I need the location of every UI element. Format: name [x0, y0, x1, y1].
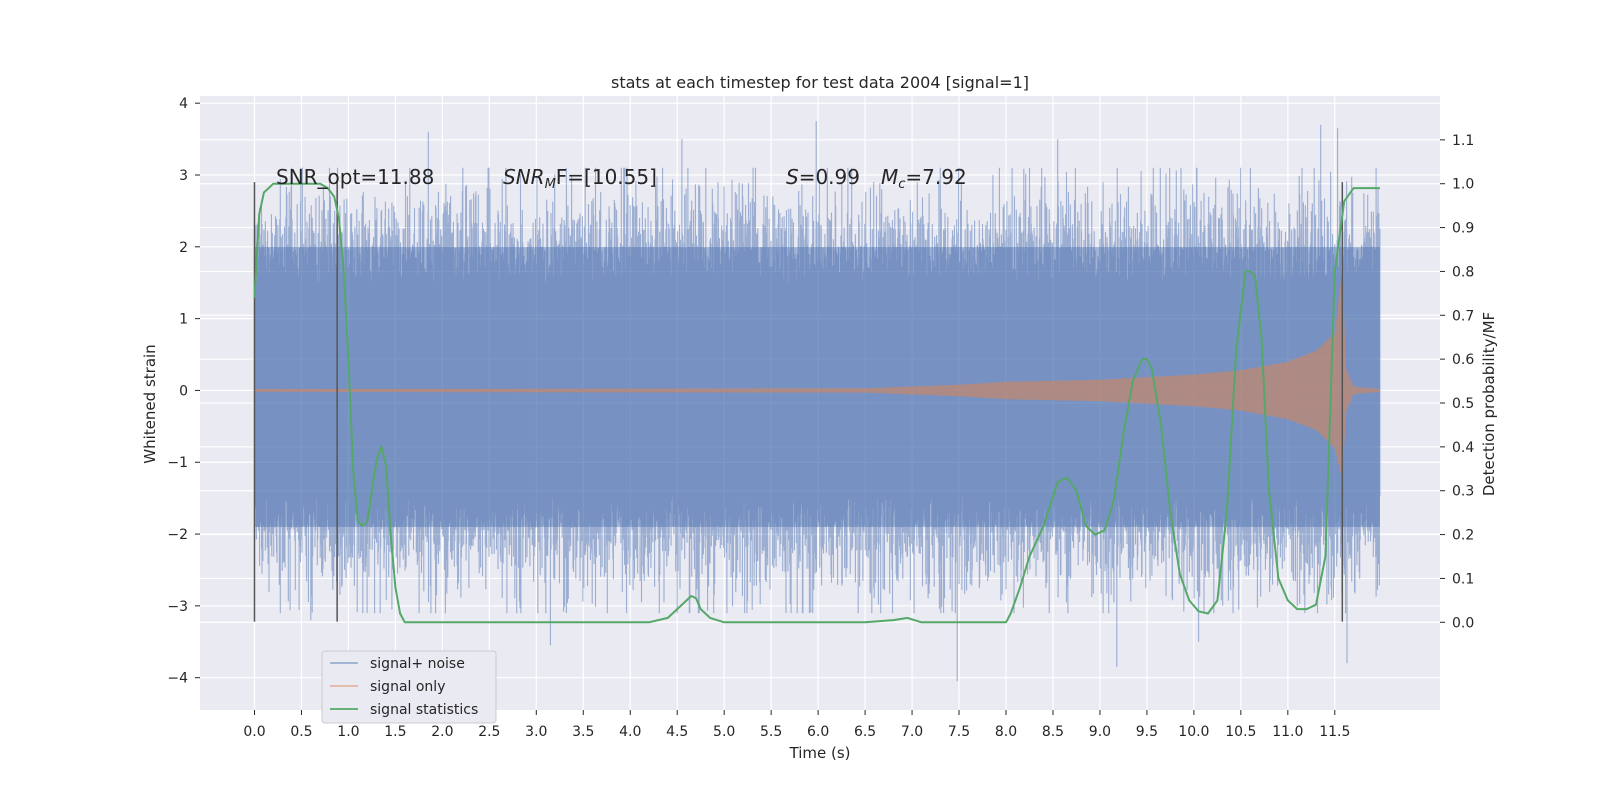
annotation-snr-mf: SNRMF=[10.55]: [503, 165, 657, 192]
legend-label-signal-noise: signal+ noise: [370, 656, 465, 672]
y-tick-label: 3: [179, 168, 188, 184]
y-right-tick-label: 0.7: [1452, 308, 1474, 324]
y-right-tick-label: 0.2: [1452, 528, 1474, 544]
x-tick-label: 9.5: [1136, 724, 1158, 740]
mc-base: M: [881, 165, 898, 189]
snr-mf-base: SNR: [503, 165, 545, 189]
x-tick-label: 7.0: [901, 724, 923, 740]
x-tick-label: 10.5: [1225, 724, 1256, 740]
y-axis-right-label: Detection probability/MF: [1480, 312, 1498, 496]
legend-label-signal-statistics: signal statistics: [370, 702, 478, 718]
x-tick-label: 11.0: [1272, 724, 1303, 740]
y-ticks: 4 3 2 1 0 −1 −2 −3 −4: [167, 96, 200, 687]
x-tick-label: 0.5: [290, 724, 312, 740]
y-ticks-right: 1.1 1.0 0.9 0.8 0.7 0.6 0.5 0.4 0.3 0.2 0.1 0.0: [1440, 133, 1474, 631]
y-tick-label: −1: [167, 455, 188, 471]
x-tick-label: 6.0: [807, 724, 829, 740]
x-tick-label: 0.0: [243, 724, 265, 740]
x-tick-label: 3.5: [572, 724, 594, 740]
x-tick-label: 6.5: [854, 724, 876, 740]
y-right-tick-label: 0.3: [1452, 484, 1474, 500]
y-right-tick-label: 1.0: [1452, 177, 1474, 193]
y-axis-label: Whitened strain: [141, 344, 159, 463]
y-tick-label: 1: [179, 312, 188, 328]
s-value: =0.99: [799, 165, 860, 189]
x-tick-label: 5.0: [713, 724, 735, 740]
y-tick-label: 4: [179, 96, 188, 112]
signal-statistics-line: [253, 182, 1380, 624]
x-tick-label: 4.5: [666, 724, 688, 740]
x-tick-label: 3.0: [525, 724, 547, 740]
y-tick-label: 0: [179, 383, 188, 399]
x-tick-label: 2.0: [431, 724, 453, 740]
y-tick-label: −3: [167, 599, 188, 615]
mc-value: =7.92: [905, 165, 966, 189]
annotation-s: S=0.99: [786, 165, 860, 189]
y-tick-label: −4: [167, 671, 188, 687]
x-axis-label: Time (s): [789, 744, 851, 762]
x-tick-label: 5.5: [760, 724, 782, 740]
y-tick-label: −2: [167, 527, 188, 543]
x-tick-label: 1.0: [337, 724, 359, 740]
x-tick-label: 11.5: [1319, 724, 1350, 740]
y-right-tick-label: 0.1: [1452, 571, 1474, 587]
x-tick-label: 10.0: [1178, 724, 1209, 740]
snr-mf-sub: M: [545, 177, 556, 192]
chart-title: stats at each timestep for test data 200…: [611, 73, 1029, 92]
y-right-tick-label: 0.8: [1452, 264, 1474, 280]
legend-label-signal-only: signal only: [370, 679, 445, 695]
x-tick-label: 9.0: [1089, 724, 1111, 740]
legend-box: [321, 650, 497, 724]
annotation-snr-opt: SNR_opt=11.88: [276, 165, 434, 189]
snr-mf-rest: F=[10.55]: [556, 165, 657, 189]
legend: signal+ noise signal only signal statist…: [321, 650, 497, 724]
s-base: S: [786, 165, 799, 189]
vertical-markers: [253, 182, 1344, 622]
x-ticks: 0.0 0.5 1.0 1.5 2.0 2.5 3.0 3.5 4.0 4.5 5.0 5.5 6.0 6…: [243, 710, 1350, 740]
signal-statistics-series: [253, 182, 1380, 624]
y-right-tick-label: 1.1: [1452, 133, 1474, 149]
y-right-tick-label: 0.9: [1452, 221, 1474, 237]
y-right-tick-label: 0.5: [1452, 396, 1474, 412]
y-right-tick-label: 0.4: [1452, 440, 1474, 456]
y-right-tick-label: 0.6: [1452, 352, 1474, 368]
x-tick-label: 2.5: [478, 724, 500, 740]
y-tick-label: 2: [179, 240, 188, 256]
annotation-mc: Mc=7.92: [881, 165, 967, 192]
mc-sub: c: [898, 177, 905, 192]
x-tick-label: 8.5: [1042, 724, 1064, 740]
x-tick-label: 7.5: [948, 724, 970, 740]
x-tick-label: 4.0: [619, 724, 641, 740]
y-right-tick-label: 0.0: [1452, 615, 1474, 631]
x-tick-label: 8.0: [995, 724, 1017, 740]
x-tick-label: 1.5: [384, 724, 406, 740]
